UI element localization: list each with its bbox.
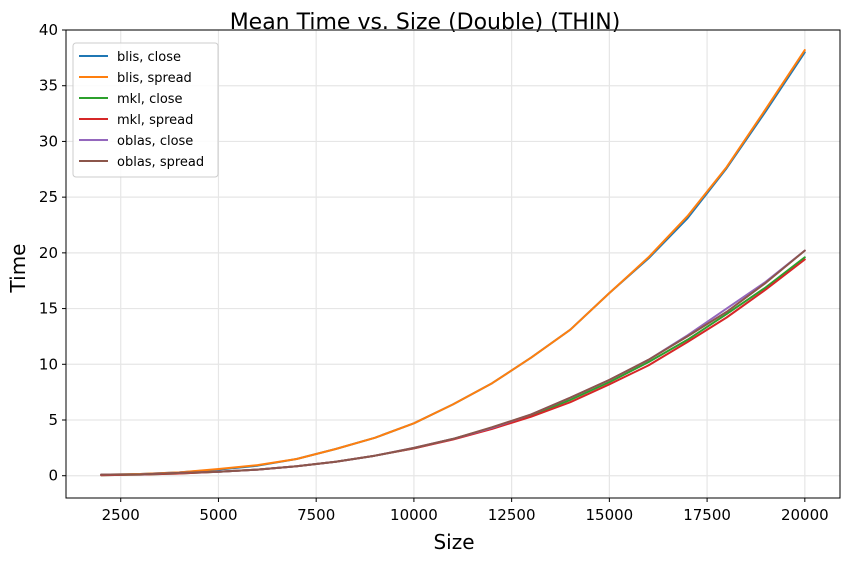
y-tick-label: 30 bbox=[39, 132, 58, 150]
legend-label: mkl, close bbox=[117, 92, 183, 107]
x-tick-label: 12500 bbox=[488, 506, 536, 524]
y-tick-label: 15 bbox=[39, 300, 58, 318]
x-tick-label: 17500 bbox=[683, 506, 731, 524]
series-line-mkl-close bbox=[100, 256, 806, 477]
x-tick-label: 10000 bbox=[390, 506, 438, 524]
x-tick-label: 5000 bbox=[199, 506, 237, 524]
x-tick-label: 7500 bbox=[297, 506, 335, 524]
legend-box bbox=[72, 42, 219, 178]
tick-layer: 2500 5000 7500 10000 12500 15000 17500 20000 0 5 1… bbox=[39, 21, 829, 524]
y-tick-label: 25 bbox=[39, 188, 58, 206]
x-tick-label: 20000 bbox=[781, 506, 829, 524]
y-axis-label: Time bbox=[6, 244, 30, 294]
legend-label: oblas, close bbox=[117, 134, 193, 149]
series-layer bbox=[100, 49, 806, 477]
y-tick-label: 20 bbox=[39, 244, 58, 262]
legend-label: blis, spread bbox=[117, 71, 192, 86]
y-tick-label: 0 bbox=[48, 467, 58, 485]
y-tick-label: 35 bbox=[39, 77, 58, 95]
series-line-oblas-close bbox=[100, 249, 806, 476]
legend: blis, close blis, spread mkl, close mkl, sp… bbox=[72, 42, 219, 178]
y-tick-label: 10 bbox=[39, 355, 58, 373]
x-tick-label: 15000 bbox=[586, 506, 634, 524]
series-line-oblas-spread bbox=[100, 249, 806, 476]
plot-frame bbox=[65, 29, 841, 499]
x-axis-label: Size bbox=[433, 530, 474, 554]
legend-label: mkl, spread bbox=[117, 113, 193, 128]
y-tick-label: 5 bbox=[48, 411, 58, 429]
legend-label: blis, close bbox=[117, 50, 181, 65]
x-tick-label: 2500 bbox=[102, 506, 140, 524]
y-tick-label: 40 bbox=[39, 21, 58, 39]
series-line-mkl-spread bbox=[100, 258, 806, 477]
legend-label: oblas, spread bbox=[117, 155, 204, 170]
series-line-blis-spread bbox=[100, 49, 806, 476]
chart-title: Mean Time vs. Size (Double) (THIN) bbox=[230, 10, 621, 35]
